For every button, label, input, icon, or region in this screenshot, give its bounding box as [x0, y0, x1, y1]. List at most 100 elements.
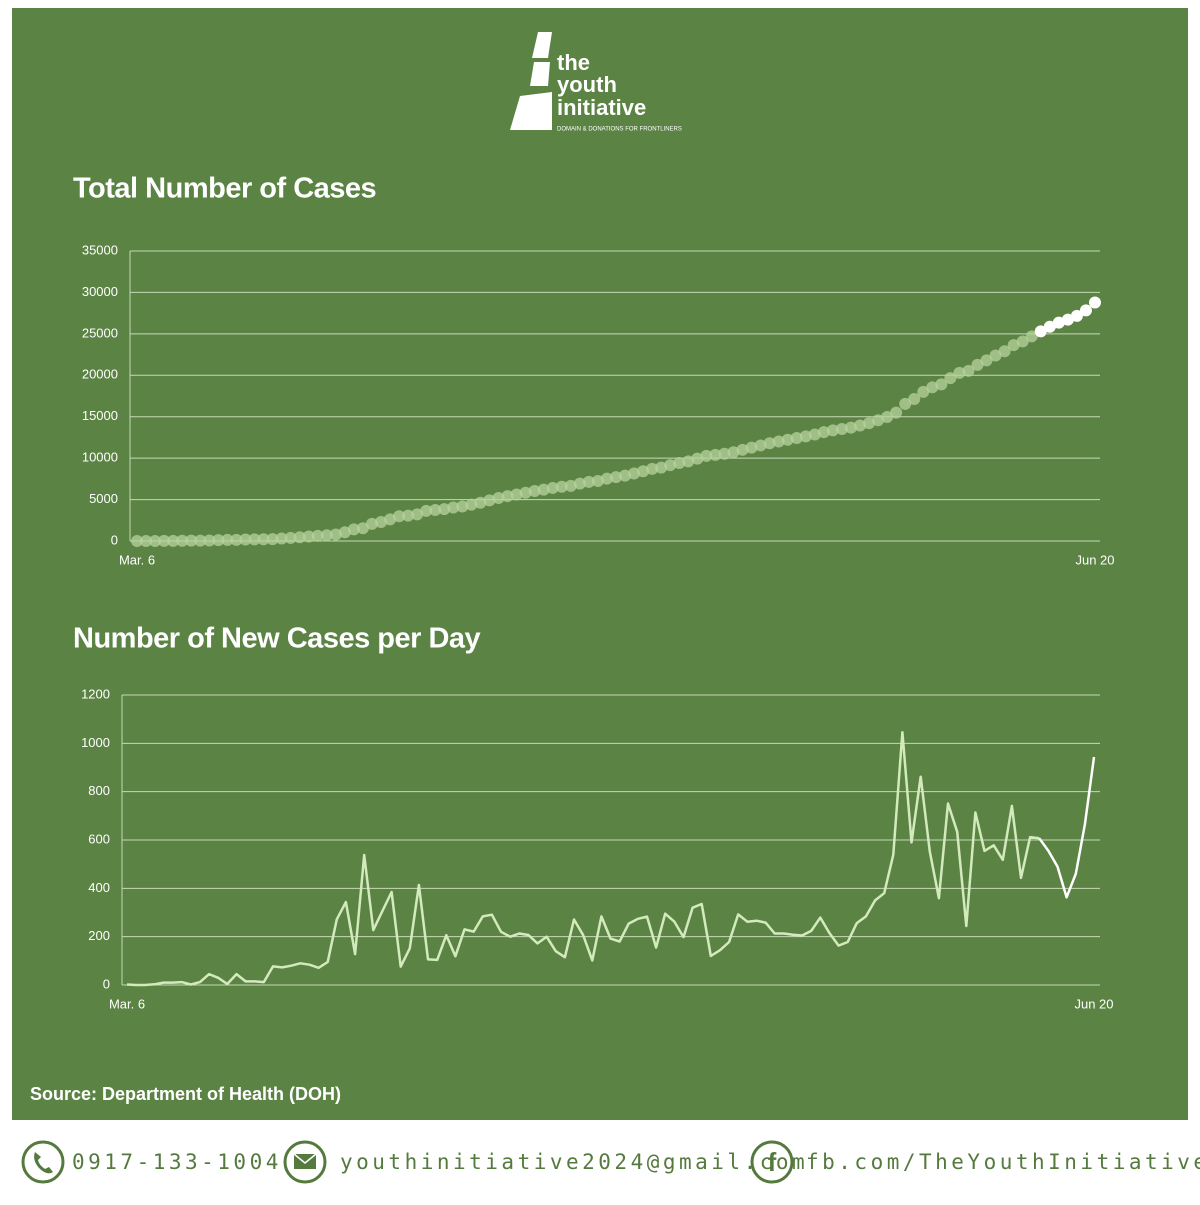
x-tick-label: Mar. 6: [109, 996, 145, 1011]
data-point: [944, 372, 957, 385]
x-tick-label: Jun 20: [1074, 996, 1113, 1011]
facebook-glyph: f: [768, 1147, 777, 1177]
data-point: [564, 479, 577, 492]
source: Source: Department of Health (DOH): [30, 1084, 341, 1104]
facebook: fb.com/TheYouthInitiative2020: [806, 1150, 1200, 1174]
data-point: [691, 452, 704, 465]
logo-text: initiative: [557, 95, 646, 120]
data-point: [131, 534, 143, 547]
logo: the youth initiative DOMAIN & DONATIONS …: [510, 32, 682, 133]
data-point: [1070, 309, 1083, 322]
data-point: [375, 515, 388, 528]
data-point: [917, 385, 930, 398]
data-point: [456, 500, 469, 513]
y-tick-label: 20000: [82, 367, 118, 382]
data-point: [610, 471, 622, 484]
data-point: [420, 504, 433, 517]
email-glyph: [293, 1153, 317, 1164]
data-point: [718, 447, 731, 460]
data-point: [935, 378, 948, 391]
data-point: [1061, 313, 1074, 326]
footer: 0917-133-1004 youthinitiative2024@gmail.…: [21, 1140, 1200, 1184]
data-point: [402, 509, 415, 522]
x-tick-label: Jun 20: [1075, 552, 1114, 567]
data-point: [411, 508, 424, 521]
phone-icon: [21, 1140, 65, 1184]
x-tick-label: Mar. 6: [119, 552, 155, 567]
data-point: [971, 358, 984, 371]
y-tick-label: 200: [88, 928, 110, 943]
data-point: [1016, 335, 1029, 348]
data-point: [1052, 316, 1065, 329]
data-point: [365, 517, 378, 530]
data-point: [510, 488, 523, 501]
data-point: [149, 534, 162, 547]
logo-shape: [510, 92, 552, 130]
data-point: [140, 534, 153, 547]
data-point: [763, 437, 776, 450]
data-point: [347, 523, 360, 536]
data-point: [682, 455, 695, 468]
data-point: [854, 419, 867, 432]
data-point: [311, 529, 324, 542]
data-point: [1089, 296, 1101, 309]
data-point: [438, 503, 451, 516]
data-point: [257, 533, 270, 546]
data-point: [212, 534, 225, 547]
data-point: [673, 456, 686, 469]
data-point: [501, 490, 514, 503]
y-tick-label: 800: [88, 783, 110, 798]
logo-shape: [532, 32, 552, 58]
data-point: [899, 397, 912, 410]
data-point: [772, 435, 785, 448]
data-point: [483, 494, 496, 507]
data-point: [863, 417, 876, 430]
data-line: [126, 730, 1040, 987]
chart-title: Number of New Cases per Day: [73, 623, 481, 655]
data-point: [555, 480, 568, 493]
y-tick-label: 1200: [81, 686, 110, 701]
data-point: [384, 513, 397, 526]
data-point: [185, 534, 198, 547]
data-point: [872, 414, 885, 427]
data-point: [664, 459, 677, 472]
data-point: [591, 475, 604, 488]
data-point: [230, 533, 243, 546]
data-point: [998, 345, 1011, 358]
data-point: [709, 448, 722, 461]
data-point: [275, 532, 288, 545]
y-tick-label: 30000: [82, 284, 118, 299]
data-point: [637, 465, 650, 478]
logo-text: youth: [557, 72, 617, 97]
facebook-icon: [750, 1140, 794, 1184]
data-point: [239, 533, 252, 546]
y-tick-label: 35000: [82, 242, 118, 257]
data-point: [881, 411, 894, 424]
chart-title: Total Number of Cases: [73, 173, 376, 205]
data-point: [890, 406, 903, 419]
data-point: [519, 486, 532, 499]
data-point: [1007, 339, 1020, 352]
data-point: [835, 423, 848, 436]
y-tick-label: 10000: [82, 450, 118, 465]
data-point: [908, 393, 921, 406]
data-point: [600, 472, 613, 485]
background: [12, 8, 1188, 1120]
data-point: [356, 522, 369, 535]
data-point: [537, 483, 550, 496]
data-point: [582, 475, 595, 488]
data-point: [1034, 325, 1047, 338]
data-point: [817, 426, 830, 439]
data-point: [1025, 330, 1038, 343]
data-point: [329, 528, 342, 541]
data-point: [727, 446, 740, 459]
email: youthinitiative2024@gmail.com: [340, 1150, 808, 1174]
data-point: [980, 354, 993, 367]
y-tick-label: 0: [103, 976, 110, 991]
data-point: [320, 529, 333, 542]
data-point: [754, 439, 767, 452]
data-point: [447, 501, 460, 514]
data-point: [844, 421, 857, 434]
data-point: [293, 531, 306, 544]
